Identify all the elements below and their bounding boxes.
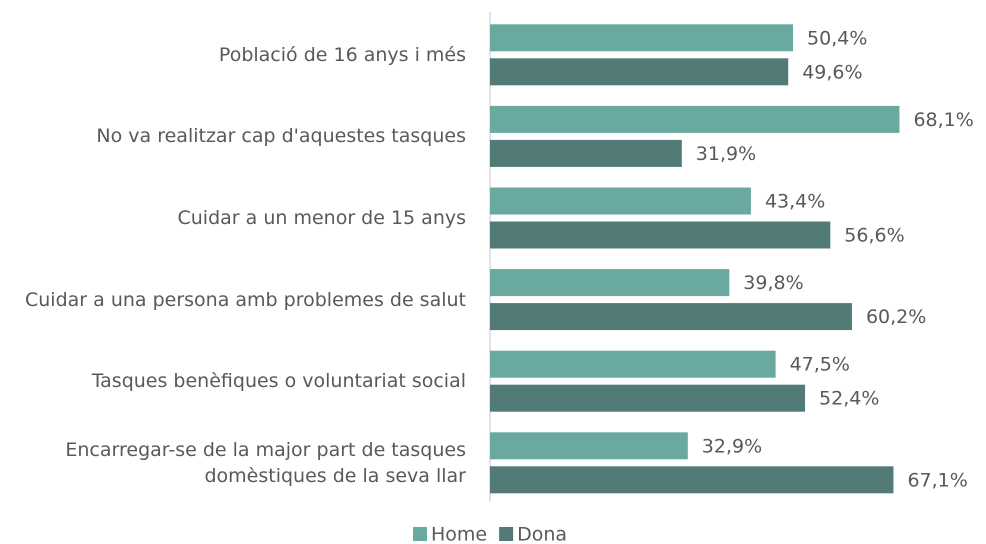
value-label: 47,5% bbox=[790, 354, 850, 376]
bar bbox=[490, 303, 852, 331]
value-label: 56,6% bbox=[844, 225, 904, 247]
bar bbox=[490, 139, 682, 167]
value-label: 39,8% bbox=[743, 272, 803, 294]
value-label: 60,2% bbox=[866, 306, 926, 328]
legend-label: Home bbox=[431, 524, 487, 544]
bar bbox=[490, 105, 900, 133]
value-label: 43,4% bbox=[765, 191, 825, 213]
bar bbox=[490, 24, 794, 52]
bar bbox=[490, 466, 894, 494]
bar bbox=[490, 221, 831, 249]
category-label: Cuidar a un menor de 15 anys bbox=[177, 207, 467, 229]
value-label: 32,9% bbox=[702, 435, 762, 457]
value-label: 67,1% bbox=[907, 469, 967, 491]
bar bbox=[490, 187, 751, 215]
category-label: Cuidar a una persona amb problemes de sa… bbox=[25, 288, 466, 311]
value-label: 31,9% bbox=[696, 143, 756, 165]
bar bbox=[490, 58, 789, 86]
bar bbox=[490, 432, 688, 460]
bar bbox=[490, 269, 730, 297]
bar bbox=[490, 384, 806, 412]
category-label: Encarregar-se de la major part de tasque… bbox=[65, 438, 466, 487]
category-label: Tasques benèfiques o voluntariat social bbox=[91, 370, 466, 393]
category-label: Població de 16 anys i més bbox=[218, 43, 466, 66]
value-label: 49,6% bbox=[802, 61, 862, 83]
value-label: 52,4% bbox=[819, 388, 879, 410]
value-label: 50,4% bbox=[807, 27, 867, 49]
legend-label: Dona bbox=[517, 524, 567, 544]
value-label: 68,1% bbox=[913, 109, 973, 131]
category-label: No va realitzar cap d'aquestes tasques bbox=[96, 125, 466, 148]
bar bbox=[490, 350, 776, 378]
legend-swatch bbox=[499, 527, 514, 541]
legend-swatch bbox=[413, 527, 427, 541]
